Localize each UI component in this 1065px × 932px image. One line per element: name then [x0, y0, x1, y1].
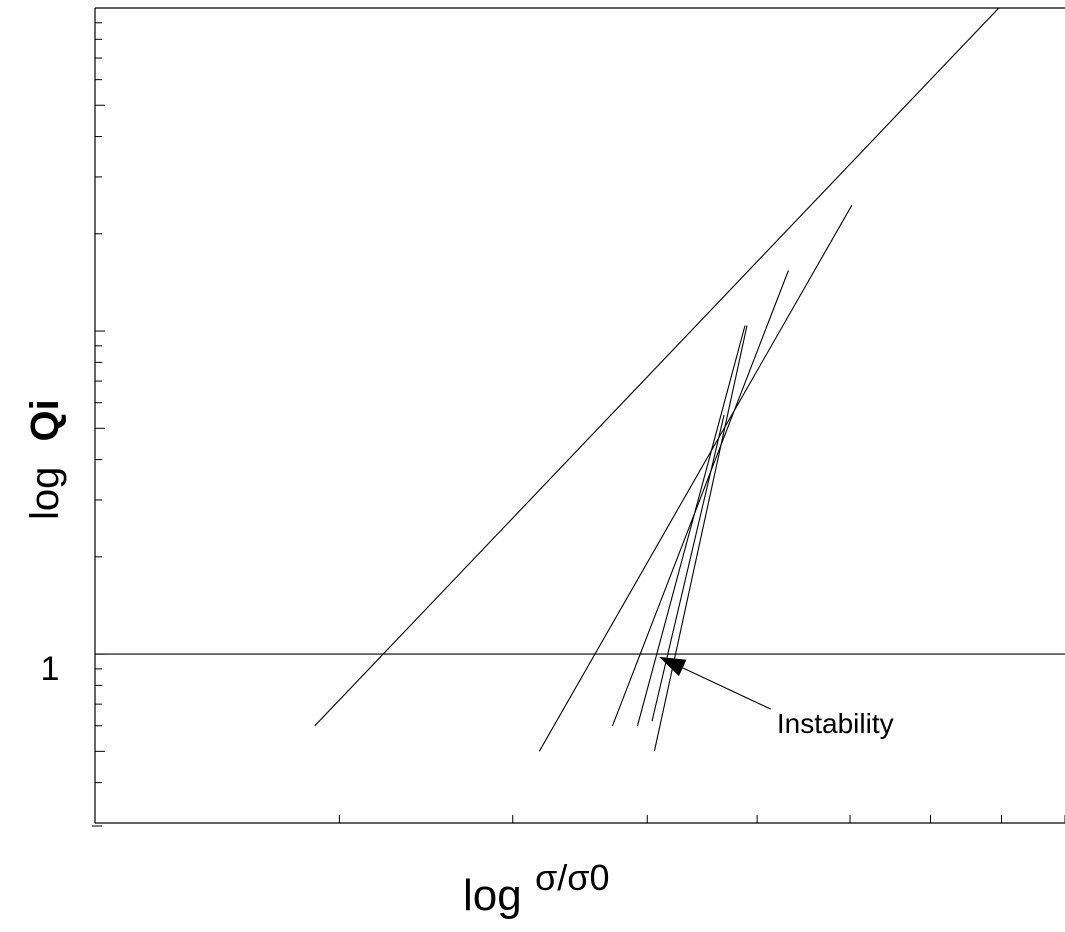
annotation-arrow-line	[682, 667, 772, 710]
y-tick-label-1: 1	[41, 650, 60, 688]
series-line-6	[651, 414, 725, 722]
x-axis-label-prefix: log	[463, 871, 522, 920]
series-line-3	[611, 270, 789, 726]
series-lines	[314, 7, 1000, 752]
y-axis-label: log Qi	[23, 399, 67, 520]
plot-area: Instability	[94, 7, 1065, 824]
annotation-label: Instability	[777, 708, 894, 739]
x-axis-label-main: σ/σ0	[535, 857, 609, 898]
series-line-2	[538, 205, 853, 752]
series-line-5	[653, 325, 748, 752]
series-line-1	[314, 7, 1000, 727]
series-line-4	[636, 325, 746, 726]
annotations: Instability	[659, 656, 894, 739]
y-axis-label-text: log Qi	[23, 399, 67, 520]
y-axis-minor-ticks	[95, 7, 105, 824]
x-axis-label: log σ/σ0	[463, 857, 609, 920]
y-tick-labels: 1	[41, 650, 60, 688]
y-axis-label-main: Qi	[23, 399, 67, 441]
annotation-arrow-head	[659, 656, 687, 677]
x-axis-ticks	[338, 815, 1065, 823]
y-axis-label-prefix: log	[23, 467, 67, 520]
